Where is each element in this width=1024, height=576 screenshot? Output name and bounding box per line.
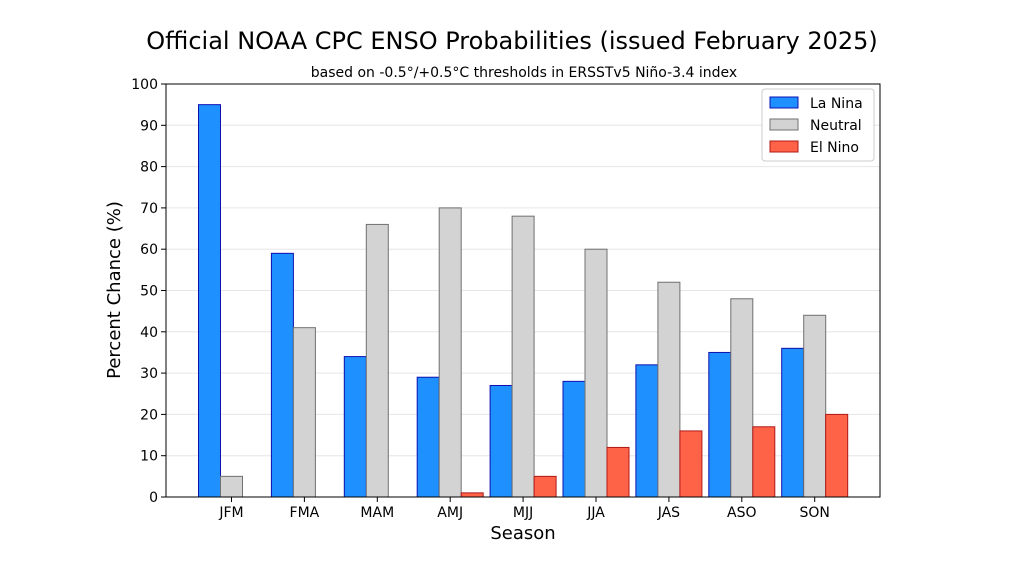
y-tick-label: 60 xyxy=(140,242,158,258)
y-tick-label: 70 xyxy=(140,201,158,217)
y-tick-label: 20 xyxy=(140,407,158,423)
x-tick-label: MJJ xyxy=(513,505,533,521)
legend: La Nina Neutral El Nino xyxy=(761,88,875,162)
bar-neutral-jja xyxy=(584,248,608,498)
bar-el-nino-aso xyxy=(752,426,776,498)
x-tick-label: FMA xyxy=(290,505,320,521)
chart-title: Official NOAA CPC ENSO Probabilities (is… xyxy=(146,27,878,55)
bar-el-nino-mjj xyxy=(533,475,557,498)
bar-la-nina-fma xyxy=(270,252,294,498)
x-tick-label: JAS xyxy=(657,505,680,521)
x-tick-label: JFM xyxy=(218,505,243,521)
y-axis-label: Percent Chance (%) xyxy=(104,201,125,379)
bar-la-nina-jas xyxy=(635,364,659,498)
y-tick-label: 30 xyxy=(140,366,158,382)
bar-la-nina-jfm xyxy=(198,104,221,498)
x-tick-label: SON xyxy=(800,505,830,521)
bar-la-nina-mam xyxy=(343,356,367,498)
y-tick-label: 90 xyxy=(140,118,158,134)
x-axis-ticks: JFM FMA MAM AMJ MJJ JJA JAS ASO SON xyxy=(218,497,830,521)
bar-neutral-son xyxy=(803,314,827,498)
x-tick-label: AMJ xyxy=(437,505,463,521)
y-tick-label: 0 xyxy=(149,490,158,506)
chart-subtitle: based on -0.5°/+0.5°C thresholds in ERSS… xyxy=(311,65,737,81)
y-tick-label: 40 xyxy=(140,325,158,341)
x-tick-label: MAM xyxy=(360,505,394,521)
bar-el-nino-son xyxy=(825,413,849,498)
y-tick-label: 80 xyxy=(140,160,158,176)
bar-la-nina-amj xyxy=(416,376,440,498)
legend-swatch xyxy=(769,96,799,109)
bar-la-nina-jja xyxy=(562,380,586,498)
bar-la-nina-aso xyxy=(708,351,732,498)
bar-la-nina-son xyxy=(781,347,805,498)
bar-neutral-amj xyxy=(438,207,462,498)
bar-el-nino-jas xyxy=(679,430,703,498)
y-tick-label: 50 xyxy=(140,284,158,300)
x-tick-label: JJA xyxy=(586,505,605,521)
y-tick-label: 10 xyxy=(140,449,158,465)
x-tick-label: ASO xyxy=(727,505,756,521)
bars xyxy=(198,104,849,498)
bar-neutral-mjj xyxy=(511,215,535,498)
x-axis-label: Season xyxy=(490,523,555,544)
legend-label: El Nino xyxy=(810,140,859,156)
bar-neutral-jfm xyxy=(220,475,243,498)
y-tick-label: 100 xyxy=(131,77,158,93)
bar-neutral-jas xyxy=(657,281,681,498)
bar-neutral-fma xyxy=(292,327,316,498)
legend-label: La Nina xyxy=(810,96,863,112)
bar-neutral-aso xyxy=(730,298,754,498)
bar-el-nino-amj xyxy=(460,492,484,498)
legend-swatch xyxy=(769,118,799,131)
bar-neutral-mam xyxy=(365,223,389,498)
legend-label: Neutral xyxy=(810,118,862,134)
legend-swatch xyxy=(769,140,799,153)
y-axis-ticks: 0 10 20 30 40 50 60 70 80 90 100 xyxy=(131,77,166,506)
bar-el-nino-jja xyxy=(606,446,630,498)
bar-la-nina-mjj xyxy=(489,384,513,498)
